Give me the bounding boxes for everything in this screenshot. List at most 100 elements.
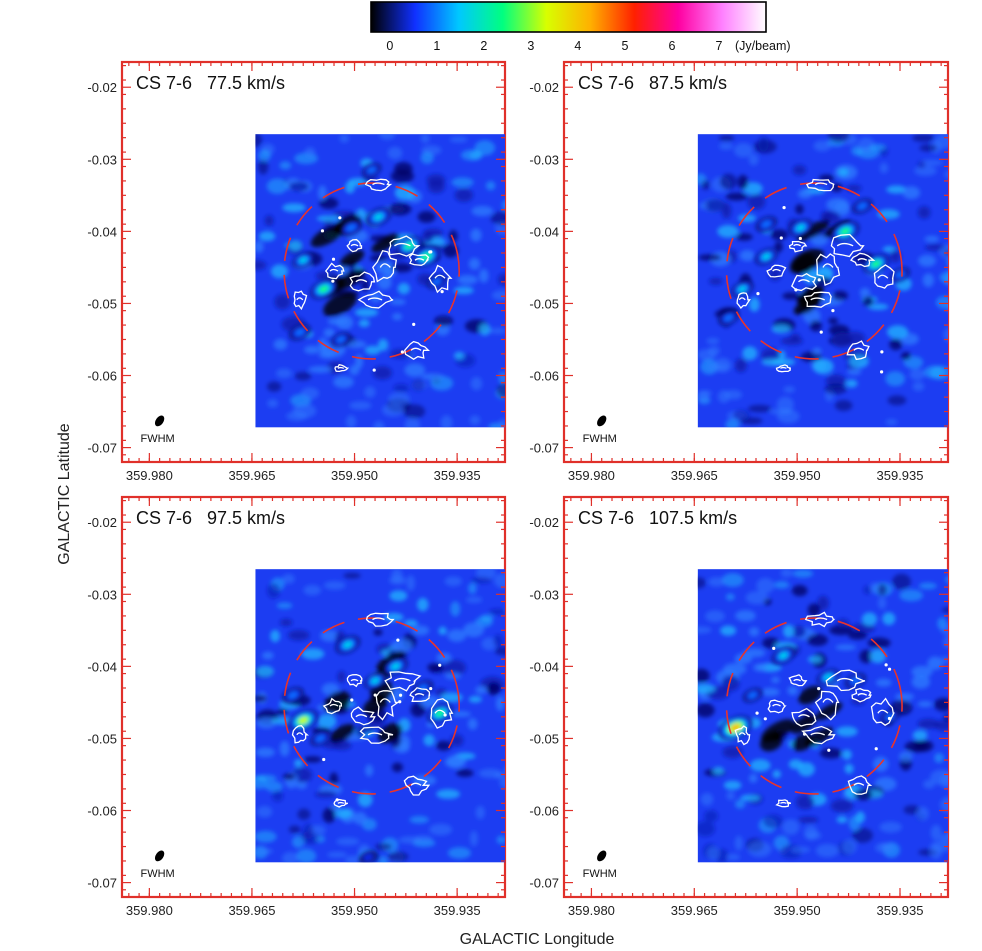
- colorbar-tick-label: 3: [527, 39, 534, 53]
- axis-ticks: 359.980 359.965 359.950 359.935 -0.02 -0.03 -0…: [529, 497, 948, 918]
- texture-blob: [733, 409, 750, 420]
- texture-blob: [845, 379, 858, 388]
- texture-blob: [443, 243, 459, 258]
- colorbar-tick-label: 4: [574, 39, 581, 53]
- beam-ellipse: [597, 415, 607, 427]
- contour-line: [337, 801, 345, 804]
- contour-line: [851, 687, 872, 703]
- texture-blob: [323, 328, 335, 338]
- texture-blob: [717, 224, 739, 238]
- beam-ellipse: [154, 850, 165, 862]
- texture-blob: [389, 298, 406, 306]
- texture-blob: [705, 610, 725, 623]
- texture-blob: [506, 366, 524, 372]
- contour-line: [350, 678, 359, 682]
- texture-blob: [924, 235, 940, 243]
- texture-blob: [493, 634, 503, 648]
- texture-blob: [877, 583, 888, 596]
- texture-blob: [294, 759, 303, 768]
- texture-blob: [329, 772, 339, 787]
- texture-blob: [322, 807, 336, 823]
- texture-blob: [838, 168, 849, 176]
- contour-line: [793, 243, 801, 247]
- contour-dot: [331, 257, 336, 261]
- x-tick-label: 359.965: [671, 468, 718, 483]
- texture-blob: [912, 730, 928, 741]
- contour-dot: [335, 798, 339, 802]
- texture-blob: [355, 354, 364, 369]
- contour-dot: [772, 646, 776, 650]
- texture-blob: [255, 134, 262, 148]
- texture-blob: [289, 181, 309, 192]
- texture-blob: [453, 351, 465, 360]
- y-tick-label: -0.06: [529, 804, 559, 819]
- beam-ellipse: [597, 850, 607, 862]
- texture-blob: [879, 162, 889, 174]
- texture-blob: [836, 726, 858, 737]
- texture-blob: [844, 763, 854, 774]
- texture-blob: [879, 821, 902, 833]
- contour-dot: [831, 309, 835, 313]
- texture-blob: [436, 789, 461, 799]
- contour-line: [355, 714, 368, 718]
- emission-peak: [331, 332, 351, 347]
- texture-blob: [697, 820, 716, 837]
- texture-blob: [939, 796, 949, 813]
- texture-blob: [912, 134, 935, 142]
- texture-blob: [947, 833, 949, 837]
- texture-blob: [852, 827, 873, 843]
- texture-blob: [936, 295, 949, 310]
- texture-blob: [373, 421, 385, 428]
- contour-line: [836, 677, 854, 682]
- texture-blob: [274, 294, 291, 310]
- texture-blob: [296, 781, 308, 789]
- contour-line: [296, 297, 304, 301]
- contour-line: [780, 801, 787, 804]
- texture-blob: [256, 774, 277, 782]
- texture-blob: [404, 417, 421, 428]
- x-tick-label: 359.950: [774, 468, 821, 483]
- texture-blob: [807, 603, 821, 617]
- contour-line: [814, 182, 828, 186]
- texture-blob: [698, 254, 722, 261]
- texture-blob: [270, 629, 281, 643]
- texture-blob: [885, 371, 906, 387]
- map-panel-2: 359.980 359.965 359.950 359.935 -0.02 -0.03 -0…: [529, 60, 950, 483]
- texture-blob: [372, 366, 392, 380]
- texture-blob: [388, 202, 412, 216]
- x-tick-label: 359.965: [228, 903, 275, 918]
- texture-blob: [485, 181, 496, 191]
- texture-blob: [391, 638, 413, 653]
- texture-blob: [743, 648, 766, 658]
- colorbar-tick-label: 5: [621, 39, 628, 53]
- x-tick-label: 359.980: [126, 903, 173, 918]
- contour-dot: [372, 368, 376, 372]
- map-texture: [697, 569, 949, 863]
- contour-line: [847, 775, 873, 795]
- texture-blob: [812, 347, 822, 355]
- texture-blob: [378, 855, 388, 863]
- texture-blob: [496, 835, 505, 845]
- texture-blob: [495, 696, 505, 712]
- contour-line: [372, 617, 385, 621]
- texture-blob: [829, 625, 854, 636]
- texture-blob: [859, 649, 873, 664]
- texture-blob: [904, 740, 929, 753]
- texture-blob: [420, 134, 430, 144]
- negative-blob: [323, 291, 358, 317]
- texture-blob: [747, 404, 772, 413]
- texture-blob: [448, 230, 458, 243]
- texture-blob: [468, 696, 482, 703]
- panel-title: CS 7-6 77.5 km/s: [136, 73, 285, 93]
- texture-blob: [877, 596, 887, 610]
- texture-blob: [708, 577, 725, 587]
- texture-blob: [255, 747, 275, 758]
- emission-peak: [844, 672, 866, 689]
- x-tick-label: 359.965: [671, 903, 718, 918]
- texture-blob: [819, 747, 843, 759]
- texture-blob: [267, 398, 279, 408]
- contour-line: [775, 799, 792, 808]
- texture-blob: [282, 203, 306, 213]
- texture-blob: [447, 629, 467, 642]
- contour-line: [836, 242, 854, 247]
